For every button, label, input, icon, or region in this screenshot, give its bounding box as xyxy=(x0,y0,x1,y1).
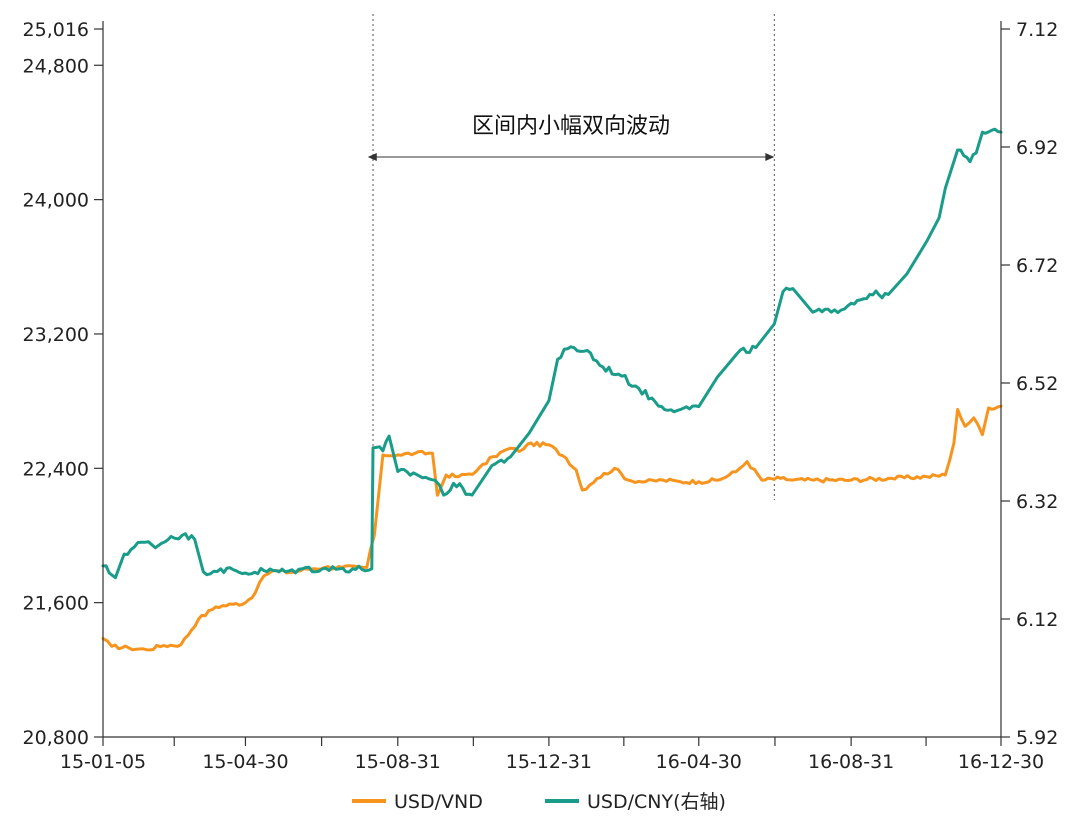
legend-label: USD/VND xyxy=(394,791,483,813)
x-tick-label: 15-04-30 xyxy=(202,751,288,773)
left-tick-label: 24,800 xyxy=(23,55,89,77)
legend-label: USD/CNY(右轴) xyxy=(587,791,726,813)
left-tick-label: 25,016 xyxy=(23,19,89,41)
axes: 20,800 21,600 22,400 23,200 24,000 24,800 25,0… xyxy=(23,19,1059,773)
series-line-usd-cny xyxy=(101,127,1003,580)
left-tick-label: 23,200 xyxy=(23,324,89,346)
x-tick-label: 16-08-31 xyxy=(808,751,894,773)
x-tick-label: 15-01-05 xyxy=(60,751,146,773)
left-tick-label: 20,800 xyxy=(23,727,89,749)
right-tick-label: 7.12 xyxy=(1016,19,1058,41)
right-tick-label: 6.32 xyxy=(1016,491,1058,513)
right-tick-label: 6.92 xyxy=(1016,137,1058,159)
legend: USD/VND USD/CNY(右轴) xyxy=(352,791,726,813)
right-tick-label: 6.72 xyxy=(1016,255,1058,277)
annotation: 区间内小幅双向波动 xyxy=(367,114,775,161)
left-tick-label: 22,400 xyxy=(23,458,89,480)
plot-area xyxy=(101,14,1003,652)
series-line-usd-vnd xyxy=(101,404,1003,652)
x-tick-label: 15-12-31 xyxy=(506,751,592,773)
left-tick-label: 24,000 xyxy=(23,190,89,212)
annotation-arrowhead-left xyxy=(367,153,377,161)
x-tick-label: 16-04-30 xyxy=(656,751,742,773)
x-tick-label: 16-12-30 xyxy=(958,751,1044,773)
right-tick-label: 6.12 xyxy=(1016,609,1058,631)
x-tick-label: 15-08-31 xyxy=(355,751,441,773)
annotation-text: 区间内小幅双向波动 xyxy=(472,114,670,139)
right-tick-label: 5.92 xyxy=(1016,727,1058,749)
right-tick-label: 6.52 xyxy=(1016,373,1058,395)
left-tick-label: 21,600 xyxy=(23,593,89,615)
annotation-arrowhead-right xyxy=(765,153,775,161)
